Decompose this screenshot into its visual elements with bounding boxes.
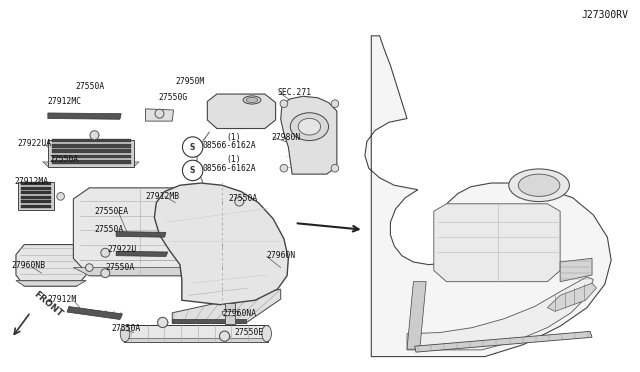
Circle shape (100, 269, 109, 278)
Polygon shape (415, 331, 592, 352)
Polygon shape (212, 124, 269, 128)
Circle shape (280, 164, 288, 172)
Polygon shape (48, 140, 134, 167)
Circle shape (220, 331, 230, 341)
Text: S: S (190, 166, 195, 175)
Polygon shape (43, 162, 139, 167)
Polygon shape (222, 311, 239, 316)
Text: 27550EA: 27550EA (95, 207, 129, 216)
Polygon shape (116, 251, 168, 256)
Polygon shape (52, 138, 131, 142)
Text: 27960NB: 27960NB (12, 261, 45, 270)
Text: 27912MB: 27912MB (145, 192, 180, 201)
Circle shape (57, 193, 65, 200)
Polygon shape (407, 282, 426, 349)
Circle shape (157, 317, 168, 328)
Text: (1): (1) (227, 155, 241, 164)
Text: 27550A: 27550A (105, 263, 134, 272)
Text: 27550A: 27550A (50, 155, 79, 164)
Polygon shape (74, 267, 204, 276)
Polygon shape (560, 258, 592, 282)
Polygon shape (365, 36, 611, 357)
Text: J27300RV: J27300RV (582, 10, 629, 20)
Polygon shape (21, 191, 51, 194)
Polygon shape (21, 196, 51, 199)
Text: 27980N: 27980N (271, 132, 300, 142)
Text: 27922U: 27922U (107, 245, 136, 254)
Polygon shape (21, 200, 51, 203)
Text: 27550E: 27550E (235, 328, 264, 337)
Circle shape (280, 100, 288, 108)
Polygon shape (125, 338, 268, 342)
Polygon shape (48, 113, 121, 119)
Polygon shape (52, 160, 131, 164)
Circle shape (235, 197, 244, 206)
Polygon shape (547, 283, 596, 311)
Text: FRONT: FRONT (32, 290, 64, 319)
Ellipse shape (120, 326, 130, 342)
Polygon shape (21, 187, 51, 190)
Text: 27912MC: 27912MC (48, 97, 82, 106)
Text: 27912M: 27912M (48, 295, 77, 304)
Circle shape (90, 131, 99, 140)
Circle shape (182, 160, 203, 181)
Ellipse shape (291, 113, 328, 141)
Text: SEC.271: SEC.271 (278, 88, 312, 97)
Polygon shape (281, 96, 337, 174)
Circle shape (331, 100, 339, 108)
Polygon shape (16, 280, 86, 286)
Polygon shape (154, 183, 289, 305)
Polygon shape (225, 303, 235, 324)
Polygon shape (207, 94, 276, 128)
Polygon shape (116, 232, 166, 237)
Polygon shape (21, 205, 51, 208)
Polygon shape (145, 109, 173, 121)
Circle shape (86, 264, 93, 272)
Ellipse shape (518, 174, 560, 196)
Polygon shape (16, 244, 86, 286)
Text: 27550G: 27550G (158, 93, 188, 102)
Ellipse shape (298, 118, 321, 135)
Polygon shape (407, 277, 593, 350)
Polygon shape (434, 204, 560, 282)
Text: 08566-6162A: 08566-6162A (203, 164, 257, 173)
Text: 27950M: 27950M (175, 77, 205, 86)
Polygon shape (52, 149, 131, 153)
Text: 27960N: 27960N (267, 251, 296, 260)
Text: 27550A: 27550A (95, 225, 124, 234)
Ellipse shape (246, 97, 258, 103)
Text: (1): (1) (227, 132, 241, 142)
Polygon shape (52, 144, 131, 148)
Ellipse shape (509, 169, 570, 202)
Text: 27922UA: 27922UA (18, 139, 52, 148)
Polygon shape (74, 188, 204, 276)
Polygon shape (67, 307, 122, 320)
Polygon shape (124, 325, 268, 342)
Polygon shape (21, 182, 51, 185)
Ellipse shape (262, 326, 271, 342)
Circle shape (331, 164, 339, 172)
Polygon shape (172, 319, 246, 323)
Text: 27912MA: 27912MA (14, 177, 48, 186)
Text: 08566-6162A: 08566-6162A (203, 141, 257, 150)
Circle shape (182, 137, 203, 157)
Text: S: S (190, 142, 195, 151)
Polygon shape (172, 289, 281, 323)
Text: 27550A: 27550A (76, 82, 104, 91)
Polygon shape (18, 182, 54, 210)
Polygon shape (52, 155, 131, 158)
Text: 27550A: 27550A (228, 195, 258, 203)
Text: 27550A: 27550A (111, 324, 141, 333)
Text: 27960NA: 27960NA (222, 310, 256, 318)
Ellipse shape (243, 96, 261, 104)
Circle shape (155, 109, 164, 118)
Circle shape (100, 248, 109, 257)
